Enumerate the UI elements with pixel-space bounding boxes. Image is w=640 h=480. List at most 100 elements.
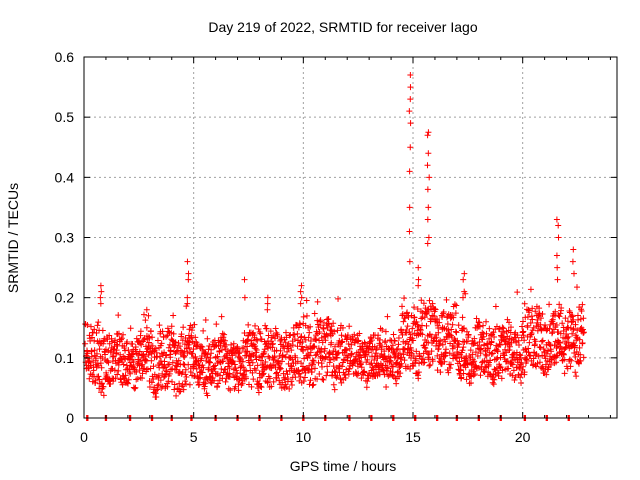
data-point xyxy=(342,375,349,382)
data-point xyxy=(205,364,212,371)
data-point xyxy=(129,341,136,348)
data-point xyxy=(466,370,473,377)
data-point xyxy=(150,348,157,355)
data-point xyxy=(402,315,409,322)
data-point xyxy=(240,364,247,371)
data-point xyxy=(245,332,252,339)
data-point xyxy=(407,144,414,151)
data-point xyxy=(211,365,218,372)
data-point xyxy=(198,343,205,350)
data-point xyxy=(307,323,314,330)
data-point xyxy=(434,316,441,323)
data-point xyxy=(406,258,413,265)
data-point xyxy=(111,367,118,374)
data-point xyxy=(288,347,295,354)
data-point xyxy=(284,371,291,378)
data-point xyxy=(214,353,221,360)
data-point xyxy=(435,329,442,336)
data-point xyxy=(227,387,234,394)
data-point xyxy=(192,353,199,360)
data-point xyxy=(426,331,433,338)
data-point xyxy=(222,366,229,373)
data-point xyxy=(196,375,203,382)
data-point xyxy=(225,385,232,392)
data-point xyxy=(517,352,524,359)
data-point xyxy=(170,312,177,319)
data-point xyxy=(461,270,468,277)
data-point xyxy=(406,328,413,335)
data-point xyxy=(195,381,202,388)
data-point xyxy=(164,383,171,390)
data-point xyxy=(537,344,544,351)
y-tick-label: 0.5 xyxy=(55,109,75,125)
data-point xyxy=(236,354,243,361)
data-point xyxy=(317,317,324,324)
data-point xyxy=(139,361,146,368)
data-point xyxy=(104,373,111,380)
data-point xyxy=(391,337,398,344)
chart-title: Day 219 of 2022, SRMTID for receiver Iag… xyxy=(208,19,477,35)
data-point xyxy=(199,362,206,369)
data-point xyxy=(357,361,364,368)
data-point xyxy=(154,337,161,344)
data-point xyxy=(226,365,233,372)
data-point xyxy=(424,162,431,169)
data-point xyxy=(482,351,489,358)
data-point xyxy=(221,337,228,344)
data-point xyxy=(192,334,199,341)
data-point xyxy=(543,371,550,378)
data-point xyxy=(575,360,582,367)
data-point xyxy=(429,358,436,365)
data-point xyxy=(447,365,454,372)
data-point xyxy=(383,383,390,390)
data-point xyxy=(451,301,458,308)
data-point xyxy=(490,376,497,383)
data-point xyxy=(519,329,526,336)
data-point xyxy=(521,300,528,307)
data-point xyxy=(282,374,289,381)
data-point xyxy=(548,330,555,337)
data-point xyxy=(285,375,292,382)
x-tick-label: 10 xyxy=(296,429,312,445)
data-point xyxy=(327,356,334,363)
data-point xyxy=(529,305,536,312)
data-point xyxy=(407,365,414,372)
data-point xyxy=(247,362,254,369)
data-point xyxy=(396,350,403,357)
data-point xyxy=(579,301,586,308)
data-point xyxy=(520,318,527,325)
data-point xyxy=(182,378,189,385)
data-point xyxy=(94,362,101,369)
data-point xyxy=(156,322,163,329)
data-point xyxy=(127,325,134,332)
data-point xyxy=(339,363,346,370)
data-point xyxy=(82,340,89,347)
data-point xyxy=(273,369,280,376)
data-point xyxy=(567,363,574,370)
data-point xyxy=(165,328,172,335)
data-point xyxy=(170,330,177,337)
x-tick-label: 15 xyxy=(405,429,421,445)
data-point xyxy=(337,376,344,383)
data-point xyxy=(114,371,121,378)
data-point xyxy=(472,349,479,356)
data-point xyxy=(258,384,265,391)
data-point xyxy=(136,367,143,374)
data-point xyxy=(544,347,551,354)
data-point xyxy=(437,337,444,344)
data-point xyxy=(316,370,323,377)
data-point xyxy=(150,363,157,370)
data-point xyxy=(365,375,372,382)
data-point xyxy=(186,381,193,388)
data-point xyxy=(124,380,131,387)
data-point xyxy=(505,365,512,372)
data-point xyxy=(487,357,494,364)
data-point xyxy=(245,321,252,328)
data-point xyxy=(352,353,359,360)
data-point xyxy=(146,335,153,342)
data-point xyxy=(346,365,353,372)
data-point xyxy=(326,359,333,366)
data-point xyxy=(98,288,105,295)
data-point xyxy=(298,282,305,289)
data-point xyxy=(298,333,305,340)
